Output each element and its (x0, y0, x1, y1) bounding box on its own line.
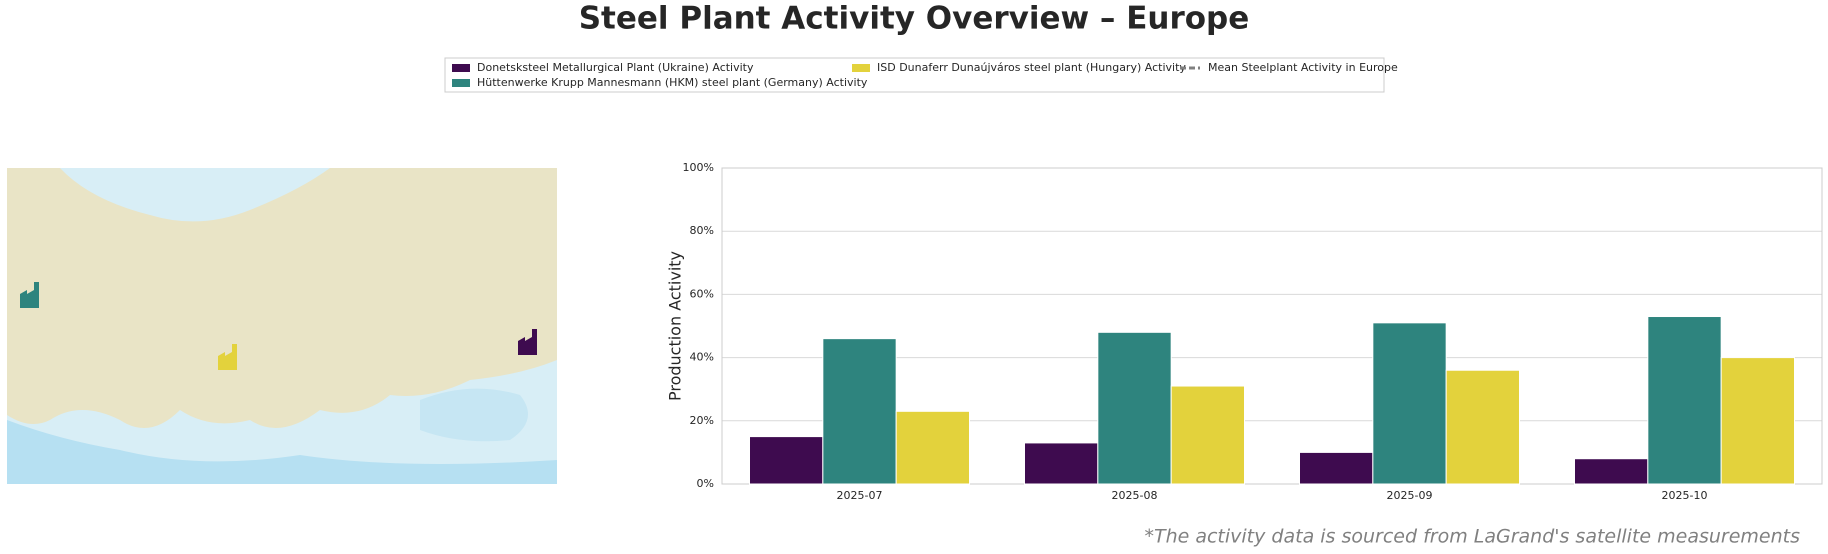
bar (749, 436, 824, 485)
legend-label: Mean Steelplant Activity in Europe (1208, 61, 1398, 74)
y-tick-label: 60% (690, 287, 714, 300)
map-plant-marker (218, 344, 237, 370)
map-plant-marker (20, 282, 39, 308)
legend-label: Hüttenwerke Krupp Mannesmann (HKM) steel… (477, 76, 868, 89)
legend-label: Donetsksteel Metallurgical Plant (Ukrain… (477, 61, 754, 74)
legend-label: ISD Dunaferr Dunaújváros steel plant (Hu… (877, 61, 1186, 74)
bar (822, 338, 897, 485)
bar (1372, 322, 1447, 485)
bar (895, 410, 971, 485)
bar (1170, 385, 1245, 485)
bar (1720, 357, 1795, 485)
bar (1445, 369, 1520, 485)
map-plant-marker (518, 329, 537, 355)
chart-title: Steel Plant Activity Overview – Europe (579, 1, 1250, 37)
bar (1647, 316, 1722, 485)
map-mediterranean (7, 420, 557, 484)
legend-swatch (852, 64, 870, 72)
map-black-sea (420, 388, 528, 442)
y-tick-label: 100% (683, 161, 714, 174)
legend-box (444, 57, 1385, 93)
map-baltic (60, 168, 330, 222)
x-tick-label: 2025-09 (1387, 489, 1433, 502)
y-axis-label: Production Activity (666, 251, 685, 401)
y-tick-label: 0% (697, 477, 714, 490)
bar (1299, 451, 1374, 485)
y-tick-label: 40% (690, 351, 714, 364)
bar (1097, 331, 1172, 485)
y-tick-label: 20% (690, 414, 714, 427)
x-tick-label: 2025-10 (1662, 489, 1708, 502)
bar (1574, 458, 1649, 485)
map-land (7, 168, 557, 428)
y-tick-label: 80% (690, 224, 714, 237)
footnote: *The activity data is sourced from LaGra… (1144, 526, 1800, 548)
x-tick-label: 2025-07 (837, 489, 883, 502)
map (7, 168, 557, 484)
x-tick-label: 2025-08 (1112, 489, 1158, 502)
plot-frame (721, 167, 1823, 485)
bar (1024, 442, 1099, 485)
legend-swatch (452, 79, 470, 87)
legend-swatch (452, 64, 470, 72)
